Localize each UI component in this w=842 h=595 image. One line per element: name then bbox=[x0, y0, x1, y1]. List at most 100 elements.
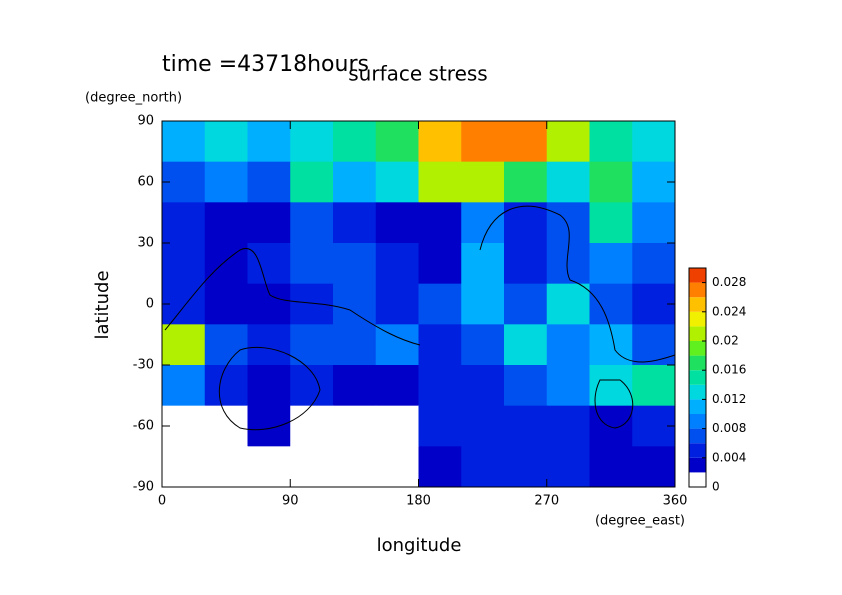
cell bbox=[418, 202, 462, 244]
cell bbox=[204, 121, 248, 163]
cell bbox=[162, 446, 206, 488]
cell bbox=[504, 283, 548, 325]
cell bbox=[632, 243, 676, 285]
cell bbox=[162, 243, 206, 285]
subtitle: time =43718hours bbox=[162, 52, 369, 77]
cell bbox=[247, 283, 291, 325]
y-tick-label: -90 bbox=[133, 480, 154, 495]
colorbar-tick-label: 0.004 bbox=[712, 450, 746, 464]
cell bbox=[504, 243, 548, 285]
x-tick-label: 180 bbox=[406, 494, 431, 509]
cell bbox=[333, 161, 377, 203]
cell bbox=[504, 405, 548, 447]
cell bbox=[418, 324, 462, 366]
coastline bbox=[479, 205, 676, 363]
cell bbox=[290, 202, 334, 244]
cell bbox=[589, 446, 633, 488]
colorbar-segment bbox=[689, 297, 706, 312]
colorbar-tick-label: 0.02 bbox=[712, 334, 739, 348]
cell bbox=[589, 243, 633, 285]
colorbar-segment bbox=[689, 341, 706, 356]
colorbar-frame bbox=[688, 267, 707, 488]
cell bbox=[461, 121, 505, 163]
cell bbox=[589, 405, 633, 447]
colorbar-segment bbox=[689, 443, 706, 458]
coastline bbox=[164, 247, 421, 346]
cell bbox=[546, 283, 590, 325]
cell bbox=[461, 446, 505, 488]
colorbar-segment bbox=[689, 428, 706, 444]
cell bbox=[204, 161, 248, 203]
cell bbox=[204, 202, 248, 244]
y-tick-label: 60 bbox=[137, 175, 154, 190]
cell bbox=[546, 161, 590, 203]
colorbar-tick-label: 0 bbox=[712, 480, 720, 494]
cell bbox=[333, 283, 377, 325]
cell bbox=[204, 324, 248, 366]
cell bbox=[290, 161, 334, 203]
cell bbox=[418, 283, 462, 325]
cell bbox=[632, 202, 676, 244]
cell bbox=[247, 161, 291, 203]
cell bbox=[418, 161, 462, 203]
cell bbox=[333, 243, 377, 285]
cell bbox=[504, 446, 548, 488]
field bbox=[162, 121, 676, 488]
colorbar-tick-label: 0.016 bbox=[712, 363, 746, 377]
cell bbox=[589, 161, 633, 203]
cell bbox=[247, 121, 291, 163]
cell bbox=[589, 121, 633, 163]
coastlines bbox=[164, 205, 676, 431]
cell bbox=[375, 121, 419, 163]
cell bbox=[461, 324, 505, 366]
colorbar-segment bbox=[689, 399, 706, 414]
cell bbox=[247, 446, 291, 488]
cell bbox=[375, 202, 419, 244]
x-tick-label: 270 bbox=[534, 494, 559, 509]
cell bbox=[290, 283, 334, 325]
x-tick-label: 90 bbox=[282, 494, 299, 509]
cell bbox=[504, 202, 548, 244]
x-unit: (degree_east) bbox=[595, 514, 685, 529]
cell bbox=[461, 405, 505, 447]
cell bbox=[247, 405, 291, 447]
cell bbox=[162, 365, 206, 407]
cell bbox=[546, 202, 590, 244]
colorbar-segment bbox=[689, 282, 706, 298]
colorbar-segment bbox=[689, 326, 706, 341]
cell bbox=[333, 446, 377, 488]
cell bbox=[418, 121, 462, 163]
cell bbox=[333, 405, 377, 447]
cell bbox=[632, 324, 676, 366]
cell bbox=[546, 405, 590, 447]
cell bbox=[247, 365, 291, 407]
coastline bbox=[218, 346, 321, 431]
cell bbox=[204, 405, 248, 447]
cell bbox=[204, 365, 248, 407]
y-tick-label: 90 bbox=[137, 114, 154, 129]
axes: 0 90 180 270 360 -90 -60 -30 0 30 60 90 bbox=[133, 114, 688, 509]
colorbar-segment bbox=[689, 384, 706, 400]
cell bbox=[290, 121, 334, 163]
colorbar: 0 0.004 0.008 0.012 0.016 0.02 0.024 0.028 bbox=[688, 267, 746, 494]
cell bbox=[204, 446, 248, 488]
cell bbox=[546, 324, 590, 366]
cell bbox=[418, 446, 462, 488]
y-tick-label: -60 bbox=[133, 419, 154, 434]
x-tick-label: 0 bbox=[158, 494, 166, 509]
cell bbox=[162, 121, 206, 163]
y-unit: (degree_north) bbox=[85, 91, 182, 106]
cell bbox=[461, 365, 505, 407]
cell bbox=[290, 243, 334, 285]
cell bbox=[461, 161, 505, 203]
cell bbox=[461, 283, 505, 325]
cell bbox=[461, 243, 505, 285]
colorbar-tick-label: 0.024 bbox=[712, 304, 746, 318]
cell bbox=[546, 121, 590, 163]
cell bbox=[546, 446, 590, 488]
chart-title: surface stress bbox=[348, 62, 487, 86]
colorbar-segment bbox=[689, 370, 706, 385]
cell bbox=[375, 161, 419, 203]
